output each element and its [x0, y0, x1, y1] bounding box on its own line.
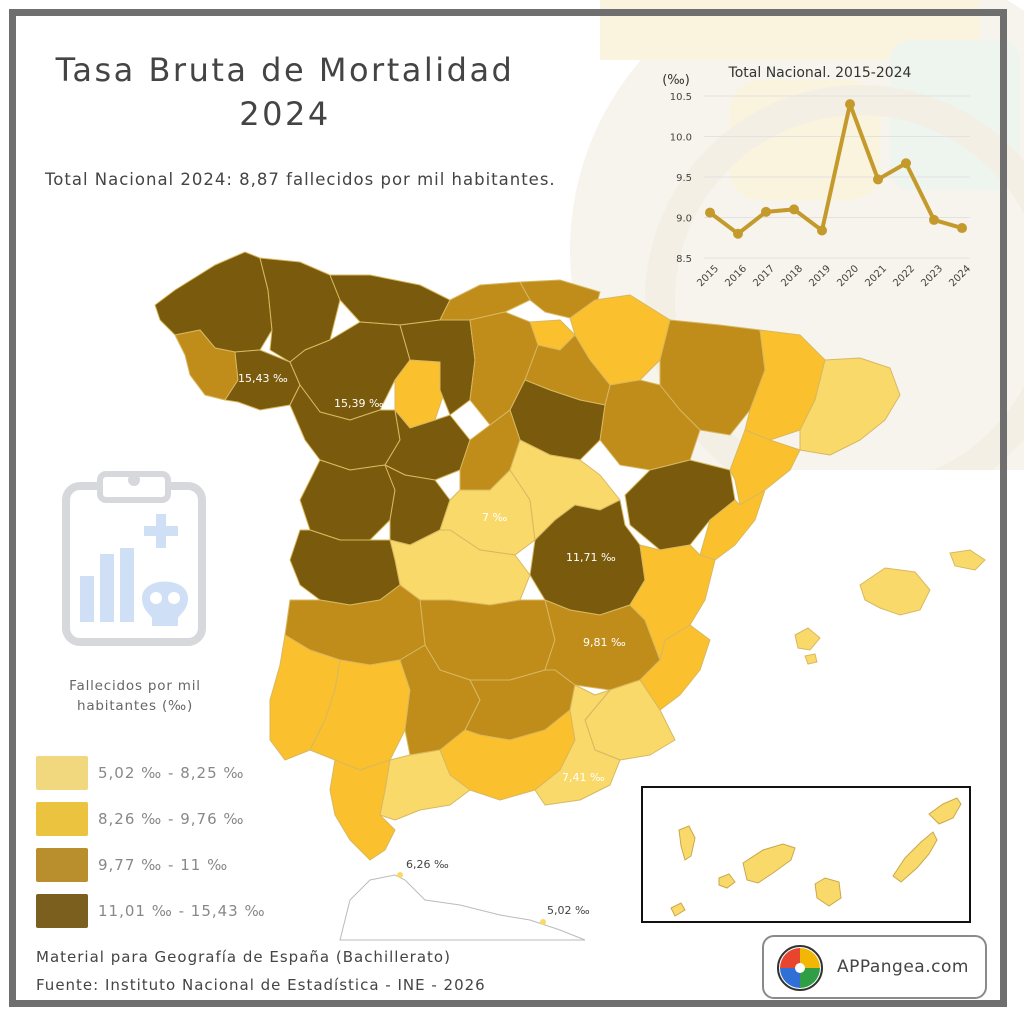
- chart-x-axis: 2015 2016 2017 2018 2019 2020 2021 2022 2023 2024: [695, 263, 973, 289]
- label-murcia: 7,41 ‰: [562, 771, 605, 784]
- legend-swatch: [36, 802, 88, 836]
- legend-swatch: [36, 756, 88, 790]
- puzzle-logo-icon: [777, 945, 823, 991]
- island-la-palma: [678, 825, 696, 861]
- region-menorca: [949, 549, 986, 571]
- legend-swatch: [36, 894, 88, 928]
- label-coruna: 15,43 ‰: [238, 372, 288, 385]
- label-madrid: 7 ‰: [482, 511, 507, 524]
- island-tenerife: [742, 843, 796, 884]
- island-la-gomera: [718, 873, 736, 889]
- label-leon: 15,39 ‰: [334, 397, 384, 410]
- chart-point: [733, 228, 743, 239]
- chart-x-tick-label: 2024: [947, 263, 973, 289]
- legend-item: 5,02 ‰ - 8,25 ‰: [36, 756, 396, 790]
- region-almeria: [534, 684, 621, 806]
- chart-x-tick-label: 2018: [779, 263, 805, 289]
- chart-series-line: [708, 102, 963, 236]
- clipboard-chart-skull-icon: [62, 471, 206, 646]
- canary-islands-map: [670, 797, 962, 917]
- legend-caption: Fallecidos por mil habitantes (‰): [40, 676, 230, 716]
- title-line-1: Tasa Bruta de Mortalidad: [55, 51, 515, 89]
- chart-x-tick-label: 2023: [919, 263, 945, 289]
- chart-x-tick-label: 2016: [723, 263, 749, 289]
- region-formentera: [804, 653, 818, 665]
- island-gran-canaria: [814, 877, 842, 907]
- outer-frame: [9, 9, 1007, 1007]
- chart-y-unit: (‰): [662, 73, 690, 88]
- legend-item: 8,26 ‰ - 9,76 ‰: [36, 802, 396, 836]
- island-el-hierro: [670, 902, 686, 917]
- label-albacete: 9,81 ‰: [583, 636, 626, 649]
- chart-x-tick-label: 2021: [863, 263, 889, 289]
- chart-y-tick-label: 10.5: [670, 92, 692, 103]
- ceuta-marker: [397, 872, 403, 878]
- chart-point: [705, 207, 715, 218]
- island-fuerteventura: [892, 831, 938, 883]
- region-teruel: [624, 459, 736, 551]
- legend-swatch: [36, 848, 88, 882]
- chart-point: [873, 174, 883, 185]
- appangea-logo-link[interactable]: APPangea.com: [762, 935, 987, 999]
- label-melilla: 5,02 ‰: [547, 904, 590, 917]
- subtitle: Total Nacional 2024: 8,87 fallecidos por…: [45, 170, 556, 189]
- legend-label: 8,26 ‰ - 9,76 ‰: [98, 810, 245, 828]
- region-mallorca: [859, 567, 931, 616]
- chart-y-axis: 8.5 9.0 9.5 10.0 10.5: [670, 92, 692, 265]
- legend-caption-line-1: Fallecidos por mil: [69, 678, 201, 694]
- legend-item: 9,77 ‰ - 11 ‰: [36, 848, 396, 882]
- region-lleida: [744, 329, 826, 441]
- chart-point: [929, 214, 939, 225]
- logo-text: APPangea.com: [837, 957, 969, 977]
- melilla-marker: [540, 919, 546, 925]
- legend-item: 11,01 ‰ - 15,43 ‰: [36, 894, 396, 928]
- chart-y-tick-label: 10.0: [670, 133, 692, 144]
- legend-caption-line-2: habitantes (‰): [76, 698, 194, 714]
- chart-point: [957, 223, 967, 234]
- chart-y-tick-label: 9.0: [676, 214, 692, 225]
- chart-point: [901, 158, 911, 169]
- region-girona-barcelona: [799, 357, 901, 456]
- chart-y-tick-label: 9.5: [676, 173, 692, 184]
- chart-x-tick-label: 2017: [751, 263, 777, 289]
- region-salamanca: [299, 459, 396, 541]
- chart-x-tick-label: 2022: [891, 263, 917, 289]
- chart-x-tick-label: 2015: [695, 263, 721, 289]
- legend-label: 11,01 ‰ - 15,43 ‰: [98, 902, 266, 920]
- region-leon: [289, 321, 411, 421]
- region-cadiz: [329, 759, 396, 861]
- label-ceuta: 6,26 ‰: [406, 858, 449, 871]
- chart-point: [817, 225, 827, 236]
- legend-label: 9,77 ‰ - 11 ‰: [98, 856, 229, 874]
- chart-x-tick-label: 2019: [807, 263, 833, 289]
- chart-title: Total Nacional. 2015-2024: [728, 65, 912, 81]
- chart-x-tick-label: 2020: [835, 263, 861, 289]
- region-ourense: [224, 349, 301, 411]
- canary-islands-inset: [641, 786, 971, 923]
- label-cuenca: 11,71 ‰: [566, 551, 616, 564]
- footer-source: Fuente: Instituto Nacional de Estadístic…: [36, 976, 486, 994]
- chart-grid: [704, 95, 970, 259]
- chart-y-tick-label: 8.5: [676, 254, 692, 265]
- page-title: Tasa Bruta de Mortalidad 2024: [30, 48, 540, 136]
- chart-point: [789, 204, 799, 215]
- chart-points: [705, 99, 967, 239]
- legend-label: 5,02 ‰ - 8,25 ‰: [98, 764, 245, 782]
- title-line-2: 2024: [239, 95, 331, 133]
- ceuta-outline: [339, 874, 586, 941]
- chart-point: [845, 99, 855, 110]
- island-lanzarote: [928, 797, 962, 825]
- region-huesca: [659, 319, 766, 436]
- chart-point: [761, 206, 771, 217]
- footer-material: Material para Geografía de España (Bachi…: [36, 948, 451, 966]
- region-ibiza: [794, 627, 821, 651]
